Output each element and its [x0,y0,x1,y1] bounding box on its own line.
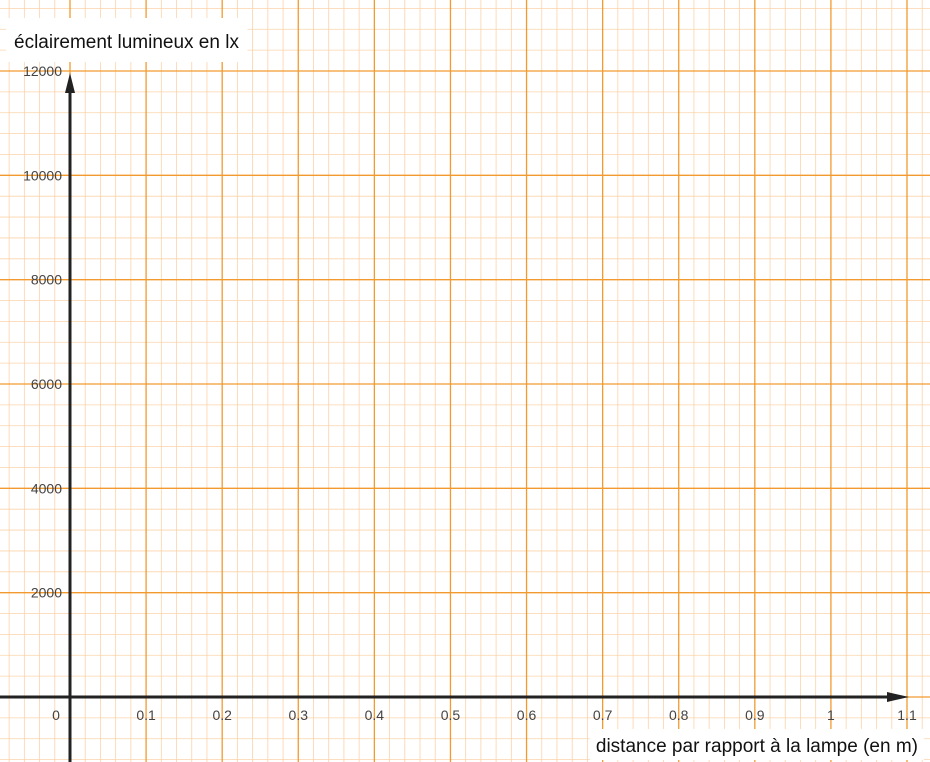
x-axis-title: distance par rapport à la lampe (en m) [596,736,918,757]
x-tick-label: 0.4 [365,707,385,723]
axes [0,73,909,762]
x-tick-label: 0.3 [289,707,309,723]
y-tick-label: 8000 [31,272,62,288]
y-axis-title: éclairement lumineux en lx [14,32,239,53]
y-tick-label: 6000 [31,376,62,392]
x-tick-label: 1 [827,707,835,723]
axis-titles: éclairement lumineux en lx distance par … [6,18,924,760]
x-tick-label: 0.5 [441,707,461,723]
y-tick-label: 2000 [31,585,62,601]
x-tick-label: 0 [52,707,60,723]
y-tick-label: 12000 [23,63,62,79]
x-tick-label: 0.8 [669,707,689,723]
x-axis-arrow-icon [887,692,909,702]
y-tick-label: 4000 [31,480,62,496]
tick-labels: 0 0.1 0.2 0.3 0.4 0.5 0.6 0.7 0.8 0.9 1 1.1 2000 4000… [23,63,917,723]
x-tick-label: 0.2 [212,707,232,723]
x-axis-title-background [589,729,924,760]
x-tick-label: 0.9 [745,707,765,723]
y-tick-label: 10000 [23,167,62,183]
y-axis-arrow-icon [65,73,75,93]
x-tick-label: 1.1 [897,707,917,723]
y-axis-title-background [6,18,248,62]
x-tick-label: 0.6 [517,707,537,723]
x-tick-label: 0.1 [136,707,156,723]
x-tick-label: 0.7 [593,707,613,723]
